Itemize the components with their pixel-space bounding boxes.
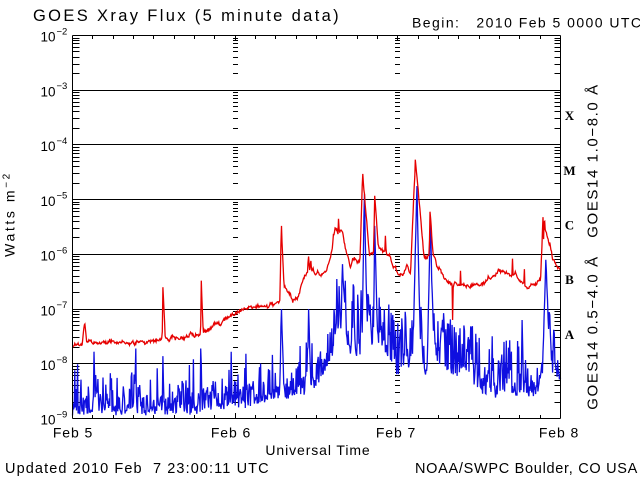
svg-text:X: X <box>565 108 575 123</box>
svg-text:Feb 7: Feb 7 <box>376 425 416 441</box>
svg-text:Feb 8: Feb 8 <box>539 425 579 441</box>
svg-text:−4: −4 <box>57 136 68 147</box>
svg-text:10: 10 <box>41 249 56 264</box>
svg-text:−2: −2 <box>57 27 68 38</box>
svg-text:Universal Time: Universal Time <box>265 442 370 458</box>
svg-text:B: B <box>565 272 574 287</box>
svg-text:10: 10 <box>41 139 56 154</box>
svg-text:Feb 6: Feb 6 <box>211 425 251 441</box>
svg-text:Feb 5: Feb 5 <box>53 425 93 441</box>
svg-text:GOES Xray Flux (5 minute data): GOES Xray Flux (5 minute data) <box>33 7 341 25</box>
svg-text:Begin: 2010 Feb 5 0000 UTC: Begin: 2010 Feb 5 0000 UTC <box>412 15 640 31</box>
svg-text:NOAA/SWPC Boulder, CO USA: NOAA/SWPC Boulder, CO USA <box>415 461 638 477</box>
svg-text:−7: −7 <box>57 300 68 311</box>
svg-text:C: C <box>565 218 574 233</box>
svg-text:Updated 2010 Feb 7 23:00:11 U: Updated 2010 Feb 7 23:00:11 UTC <box>5 461 270 477</box>
svg-text:GOES14 0.5−4.0 Å: GOES14 0.5−4.0 Å <box>585 255 602 409</box>
svg-text:M: M <box>563 163 575 178</box>
svg-text:10: 10 <box>41 194 56 209</box>
svg-text:−3: −3 <box>57 81 68 92</box>
svg-text:10: 10 <box>41 358 56 373</box>
svg-text:GOES14 1.0−8.0 Å: GOES14 1.0−8.0 Å <box>585 83 602 237</box>
svg-text:10: 10 <box>41 413 56 428</box>
svg-text:Watts m−2: Watts m−2 <box>2 171 18 257</box>
svg-text:10: 10 <box>41 84 56 99</box>
svg-text:A: A <box>565 327 575 342</box>
svg-text:−9: −9 <box>57 410 68 421</box>
svg-text:−5: −5 <box>57 191 68 202</box>
svg-text:−6: −6 <box>57 245 68 256</box>
svg-text:−8: −8 <box>57 355 68 366</box>
svg-text:10: 10 <box>41 303 56 318</box>
svg-text:10: 10 <box>41 30 56 45</box>
